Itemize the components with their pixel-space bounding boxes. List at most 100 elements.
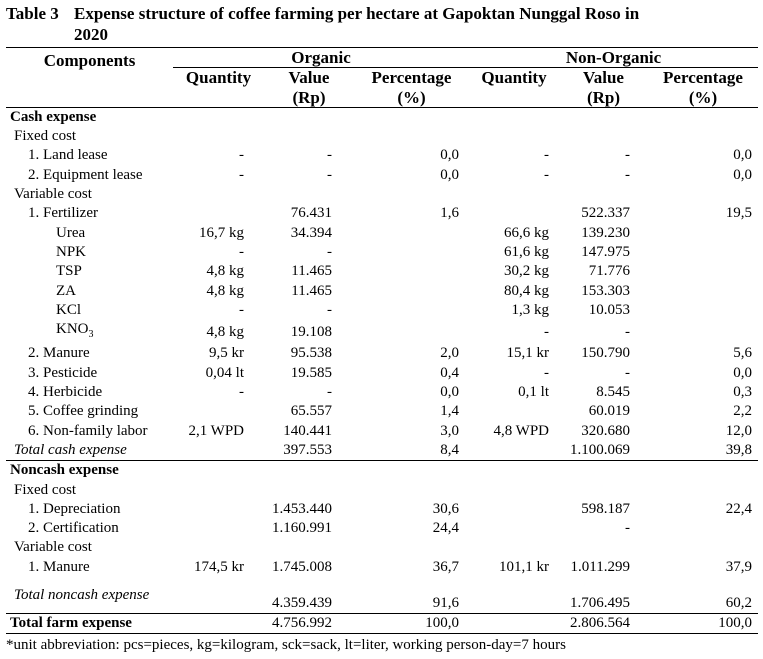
row-label: Cash expense — [6, 106, 173, 128]
table-cell: 100,0 — [354, 613, 469, 635]
table-cell — [354, 224, 469, 243]
table-cell: 522.337 — [581, 205, 630, 222]
table-cell: 320.680 — [581, 422, 630, 439]
table-cell: - — [327, 301, 332, 318]
row-label: 3. Pesticide — [28, 364, 98, 381]
table-cell — [559, 106, 648, 128]
table-cell — [354, 538, 469, 557]
table-cell: - — [544, 147, 549, 164]
table-cell — [173, 204, 264, 223]
table-row: Total farm expense 4.756.992 100,0 2.806.56… — [6, 613, 759, 635]
expense-table: Components Organic Non-Organic Quantity … — [6, 46, 759, 635]
table-row: 1. Depreciation 1.453.440 30,6 598.187 22,4 — [6, 500, 758, 519]
table-cell — [354, 282, 469, 301]
table-cell — [469, 500, 559, 519]
table-caption: Table 3 Expense structure of coffee farmi… — [6, 3, 758, 45]
row-label: 2. Certification — [28, 520, 119, 537]
row-label: 1. Depreciation — [28, 500, 121, 517]
table-cell: 11.465 — [291, 263, 332, 280]
table-cell: 139.230 — [581, 224, 630, 241]
row-label: Total farm expense — [6, 613, 173, 635]
table-cell: 174,5 kr — [194, 558, 244, 575]
table-cell: 5,6 — [733, 345, 753, 362]
table-cell — [469, 106, 559, 128]
table-row: ZA 4,8 kg 11.465 80,4 kg 153.303 — [6, 282, 758, 301]
table-cell — [648, 519, 758, 538]
row-label: 2. Manure — [28, 345, 90, 362]
table-cell — [469, 441, 559, 461]
table-cell — [173, 460, 264, 481]
table-cell — [469, 460, 559, 481]
table-cell — [173, 481, 264, 500]
table-cell — [354, 481, 469, 500]
table-cell: - — [625, 323, 630, 340]
row-label: Noncash expense — [6, 460, 173, 481]
table-row: 6. Non-family labor 2,1 WPD 140.441 3,0 4,8 … — [6, 422, 758, 441]
table-cell: - — [327, 166, 332, 183]
table-cell: 2,2 — [733, 403, 753, 420]
table-cell: - — [544, 166, 549, 183]
table-row: Noncash expense — [6, 460, 759, 481]
table-cell — [559, 538, 648, 557]
table-cell: 1.011.299 — [570, 558, 630, 575]
table-cell: 4.359.439 — [272, 594, 332, 611]
table-cell: 2,0 — [440, 345, 459, 362]
table-cell: - — [239, 301, 244, 318]
table-cell — [559, 481, 648, 500]
table-row: Variable cost — [6, 538, 758, 557]
table-row: 1. Land lease - - 0,0 - - 0,0 — [6, 146, 758, 165]
table-cell: 1.100.069 — [570, 441, 630, 458]
table-cell — [648, 460, 759, 481]
row-label: Variable cost — [14, 186, 92, 203]
table-cell: 1,3 kg — [511, 301, 550, 318]
table-cell: 0,4 — [440, 364, 459, 381]
table-cell: 19.585 — [290, 364, 332, 381]
row-label: 1. Manure — [28, 558, 90, 575]
header-organic: Organic — [173, 46, 469, 69]
table-cell: 60.019 — [588, 403, 630, 420]
table-cell: 1,6 — [440, 205, 459, 222]
table-cell: 0,0 — [733, 166, 753, 183]
table-cell: 8,4 — [440, 441, 459, 458]
table-row: Fixed cost — [6, 127, 758, 146]
table-cell — [648, 243, 758, 262]
table-row: 1. Fertilizer 76.431 1,6 522.337 19,5 — [6, 204, 758, 223]
table-cell — [173, 127, 264, 146]
table-cell — [264, 185, 354, 204]
table-cell: 4.756.992 — [264, 613, 354, 635]
table-cell: - — [327, 384, 332, 401]
table-cell: 0,0 — [733, 364, 753, 381]
table-cell — [648, 224, 758, 243]
table-row: 3. Pesticide 0,04 lt 19.585 0,4 - - 0,0 — [6, 364, 758, 383]
table-cell: 71.776 — [588, 263, 630, 280]
table-cell: 2.806.564 — [559, 613, 648, 635]
row-label: Total noncash expense — [14, 586, 150, 603]
table-cell — [469, 538, 559, 557]
table-cell: 0,0 — [440, 147, 459, 164]
table-cell: 4,8 kg — [206, 263, 245, 280]
header-value-organic: Value (Rp) — [264, 67, 354, 108]
table-cell: 8.545 — [596, 384, 630, 401]
table-body: Cash expense Fixed cost 1. Land lease - -0,0… — [6, 106, 759, 635]
header-value-nonorganic: Value (Rp) — [559, 67, 648, 108]
header-quantity-nonorganic: Quantity — [469, 67, 559, 108]
table-cell — [469, 185, 559, 204]
table-cell: 100,0 — [648, 613, 759, 635]
table-cell — [648, 127, 758, 146]
table-title-continued: 2020 — [74, 25, 108, 44]
table-cell: 1.706.495 — [570, 594, 630, 611]
table-number: Table 3 — [6, 4, 59, 23]
table-row: Fixed cost — [6, 481, 758, 500]
table-cell: - — [625, 147, 630, 164]
table-cell: 598.187 — [581, 500, 630, 517]
table-cell — [173, 613, 264, 635]
table-cell — [173, 577, 264, 614]
table-cell — [173, 106, 264, 128]
table-cell: 60,2 — [725, 594, 753, 611]
table-cell: 80,4 kg — [504, 282, 549, 299]
table-title: Expense structure of coffee farming per … — [74, 4, 640, 23]
table-cell — [354, 243, 469, 262]
row-label: 2. Equipment lease — [28, 166, 143, 183]
table-cell: - — [239, 147, 244, 164]
